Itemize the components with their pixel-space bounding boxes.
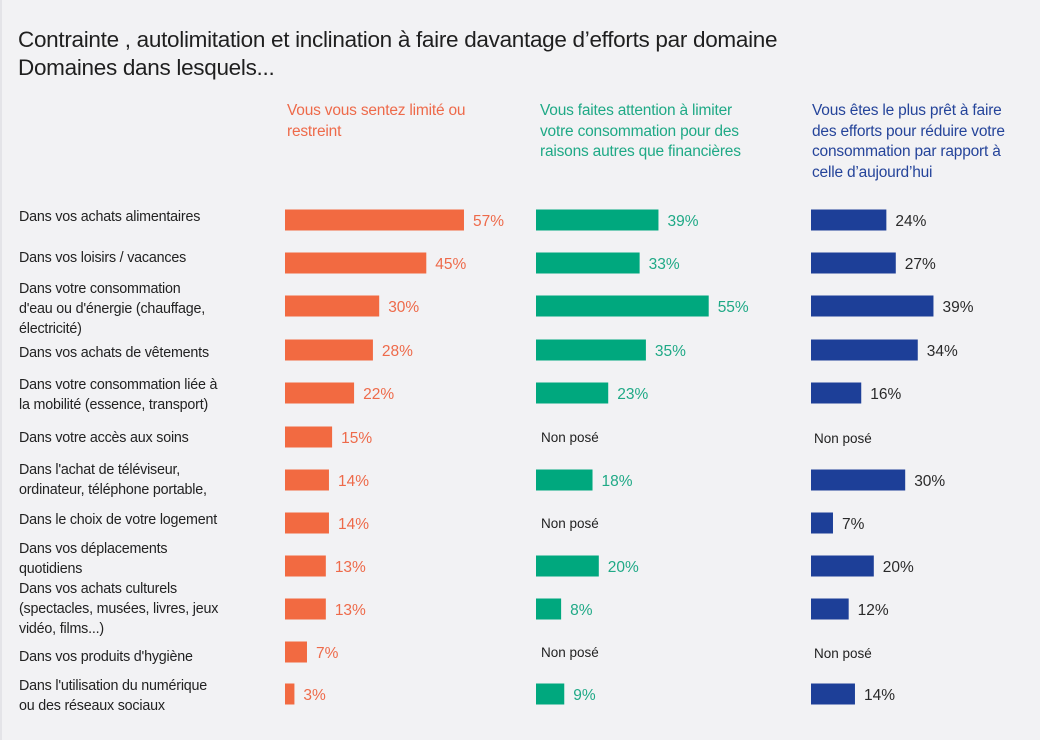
value-label: 7% <box>316 645 339 662</box>
bar-series-3 <box>811 512 833 534</box>
category-label: Dans le choix de votre logement <box>19 512 218 528</box>
value-label: 35% <box>655 343 686 360</box>
chart-title-block: Contrainte , autolimitation et inclinati… <box>18 26 778 82</box>
value-label: 39% <box>667 213 698 230</box>
bar-series-2 <box>536 295 709 317</box>
value-label: 20% <box>883 559 914 576</box>
value-label: 30% <box>914 473 945 490</box>
value-label: 27% <box>905 256 936 273</box>
value-label: 55% <box>718 299 749 316</box>
bar-series-1 <box>285 683 295 705</box>
bar-series-2 <box>536 683 565 705</box>
bar-series-2 <box>536 252 640 274</box>
bar-series-1 <box>285 252 427 274</box>
value-label: 24% <box>895 213 926 230</box>
category-label: Dans vos produits d'hygiène <box>19 649 193 665</box>
not-asked-label: Non posé <box>814 431 872 446</box>
category-label: Dans l'achat de téléviseur, ordinateur, t… <box>19 462 207 498</box>
category-label: Dans l'utilisation du numérique ou des ré… <box>19 678 208 714</box>
category-label: Dans votre consommation liée à la mobilit… <box>19 377 218 413</box>
category-label: Dans vos loisirs / vacances <box>19 250 187 266</box>
bar-series-1 <box>285 555 326 577</box>
column-header-3: Vous êtes le plus prêt à faire des effort… <box>812 102 1005 181</box>
value-label: 8% <box>570 602 593 619</box>
value-label: 14% <box>338 516 369 533</box>
bar-series-3 <box>811 382 862 404</box>
bar-series-3 <box>811 252 896 274</box>
category-label: Dans vos achats alimentaires <box>19 209 201 225</box>
chart-subtitle: Domaines dans lesquels... <box>18 55 275 80</box>
value-label: 16% <box>870 386 901 403</box>
bar-series-1 <box>285 426 333 448</box>
value-label: 13% <box>335 559 366 576</box>
value-label: 15% <box>341 430 372 447</box>
bar-series-1 <box>285 469 329 491</box>
bar-series-1 <box>285 641 307 663</box>
not-asked-label: Non posé <box>814 646 872 661</box>
value-label: 18% <box>602 473 633 490</box>
column-header-2: Vous faites attention à limiter votre con… <box>540 102 741 160</box>
bar-series-3 <box>811 683 855 705</box>
category-label: Dans vos achats de vêtements <box>19 345 209 361</box>
bar-series-2 <box>536 598 562 620</box>
bar-series-3 <box>811 598 849 620</box>
value-label: 30% <box>388 299 419 316</box>
value-label: 3% <box>303 687 326 704</box>
bar-series-2 <box>536 339 646 361</box>
not-asked-label: Non posé <box>541 516 599 531</box>
not-asked-label: Non posé <box>541 645 599 660</box>
value-label: 34% <box>927 343 958 360</box>
not-asked-label: Non posé <box>541 430 599 445</box>
bar-series-1 <box>285 598 326 620</box>
bar-series-3 <box>811 469 906 491</box>
bar-series-1 <box>285 339 373 361</box>
value-label: 22% <box>363 386 394 403</box>
category-label: Dans vos achats culturels (spectacles, mu… <box>19 581 219 637</box>
value-label: 28% <box>382 343 413 360</box>
value-label: 9% <box>573 687 596 704</box>
bar-series-3 <box>811 295 934 317</box>
value-label: 33% <box>649 256 680 273</box>
value-label: 23% <box>617 386 648 403</box>
bar-series-2 <box>536 469 593 491</box>
value-label: 20% <box>608 559 639 576</box>
bar-series-1 <box>285 209 464 231</box>
value-label: 57% <box>473 213 504 230</box>
bar-series-1 <box>285 382 355 404</box>
bar-series-2 <box>536 555 599 577</box>
category-label: Dans votre accès aux soins <box>19 430 189 446</box>
value-label: 7% <box>842 516 865 533</box>
column-header-1: Vous vous sentez limité ou restreint <box>287 102 466 140</box>
chart-title: Contrainte , autolimitation et inclinati… <box>18 27 778 52</box>
bar-series-3 <box>811 555 874 577</box>
category-label: Dans vos déplacements quotidiens <box>19 541 168 577</box>
value-label: 14% <box>864 687 895 704</box>
value-label: 39% <box>942 299 973 316</box>
bar-series-1 <box>285 295 380 317</box>
bar-series-1 <box>285 512 329 534</box>
value-label: 45% <box>435 256 466 273</box>
bar-series-3 <box>811 209 887 231</box>
bar-series-2 <box>536 209 659 231</box>
category-label: Dans votre consommation d'eau ou d'énergi… <box>19 281 206 337</box>
value-label: 14% <box>338 473 369 490</box>
value-label: 12% <box>858 602 889 619</box>
bar-series-3 <box>811 339 918 361</box>
value-label: 13% <box>335 602 366 619</box>
bar-series-2 <box>536 382 609 404</box>
